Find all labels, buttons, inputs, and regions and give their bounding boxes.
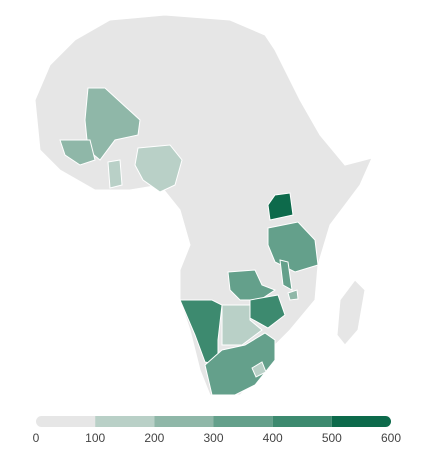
region <box>267 221 319 273</box>
legend-swatch <box>36 416 96 427</box>
legend-tick-label: 200 <box>144 431 164 445</box>
region <box>59 139 96 166</box>
legend-swatch <box>154 416 214 427</box>
regions <box>59 87 319 396</box>
region <box>227 269 277 301</box>
region <box>134 144 183 193</box>
legend-swatch <box>331 416 391 427</box>
legend-tick-label: 600 <box>381 431 401 445</box>
region <box>251 361 267 378</box>
legend-swatch <box>272 416 332 427</box>
legend-tick-label: 100 <box>85 431 105 445</box>
legend-swatch <box>213 416 273 427</box>
legend-bar <box>36 416 391 427</box>
region <box>107 159 123 189</box>
region <box>179 299 223 366</box>
region <box>279 259 293 291</box>
legend-tick-label: 500 <box>322 431 342 445</box>
legend: 0 100 200 300 400 500 600 <box>33 416 401 445</box>
region <box>287 289 299 301</box>
region <box>221 304 263 346</box>
legend-tick-label: 400 <box>263 431 283 445</box>
madagascar <box>336 279 366 346</box>
region <box>84 87 141 161</box>
region <box>204 332 276 396</box>
legend-tick-label: 0 <box>33 431 40 445</box>
legend-swatch <box>95 416 155 427</box>
region <box>267 192 294 221</box>
legend-tick-label: 300 <box>203 431 223 445</box>
